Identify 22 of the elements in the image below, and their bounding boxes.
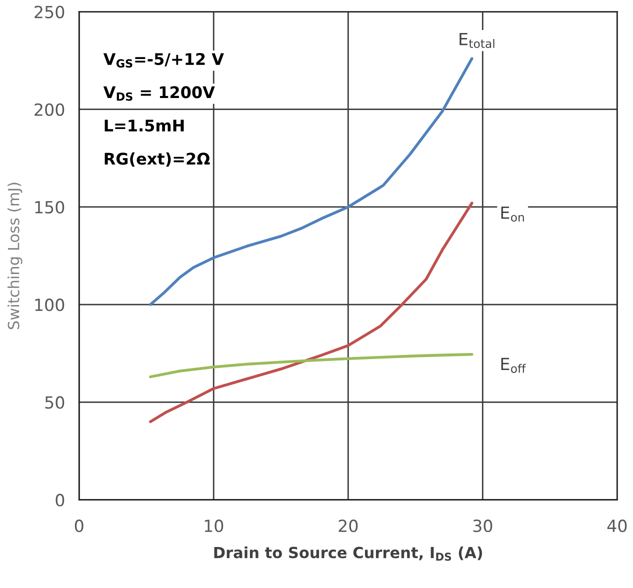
annotation: V$_{GS}$=-5/+12 V [103, 52, 224, 68]
series-label: E$_{on}$ [501, 206, 524, 222]
x-tick-label: 30 [473, 520, 492, 532]
line-series [149, 202, 474, 424]
y-tick-label: 200 [34, 103, 64, 116]
x-axis-title: Drain to Source Current, I$_{DS}$ (A) [214, 546, 482, 561]
series-label: E$_{total}$ [460, 32, 494, 48]
x-tick-label: 20 [338, 520, 358, 532]
x-tick-label: 40 [607, 520, 627, 532]
y-tick-label: 150 [35, 200, 64, 214]
y-tick-label: 250 [34, 6, 64, 18]
annotation: RG(ext)=2Ω [104, 152, 210, 167]
y-axis-title: Switching Loss (mJ) [8, 182, 22, 330]
series-label: E$_{off}$ [501, 358, 526, 373]
x-tick-label: 10 [204, 520, 224, 532]
y-tick-label: 50 [45, 396, 64, 409]
line-series [149, 352, 474, 378]
annotation: V$_{DS}$ = 1200V [103, 86, 215, 101]
y-tick-label: 100 [35, 298, 64, 312]
x-tick-label: 0 [74, 520, 84, 532]
annotation: L=1.5mH [104, 120, 184, 132]
y-tick-label: 0 [56, 494, 64, 506]
